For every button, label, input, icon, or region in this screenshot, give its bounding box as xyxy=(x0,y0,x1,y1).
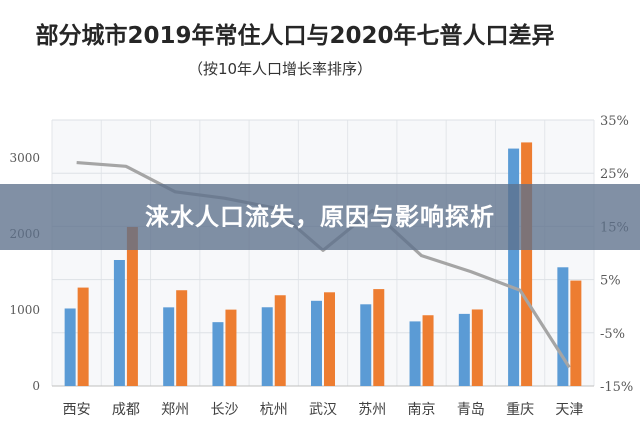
y-right-tick-label: -5% xyxy=(600,327,625,342)
x-category-label: 重庆 xyxy=(506,402,534,418)
chart-subtitle: （按10年人口增长率排序） xyxy=(187,60,373,78)
x-category-label: 杭州 xyxy=(260,402,288,418)
headline-text: 涞水人口流失，原因与影响探析 xyxy=(145,203,495,231)
bar xyxy=(274,295,286,386)
bar xyxy=(113,259,125,386)
chart-title: 部分城市2019年常住人口与2020年七普人口差异 xyxy=(35,23,555,49)
bar xyxy=(324,292,335,386)
x-category-label: 南京 xyxy=(408,402,436,418)
growth-rate-line xyxy=(76,160,571,369)
bar xyxy=(261,307,273,386)
y-right-tick-label: 25% xyxy=(600,167,629,182)
bar xyxy=(225,309,237,386)
bar xyxy=(126,226,138,386)
x-category-label: 郑州 xyxy=(161,402,189,418)
bar xyxy=(77,287,89,386)
bar xyxy=(373,289,385,386)
x-category-label: 武汉 xyxy=(309,402,337,418)
plot-area xyxy=(52,120,594,386)
y-right-tick-label: -15% xyxy=(600,380,633,395)
bar xyxy=(570,280,582,386)
bar xyxy=(360,304,372,386)
bar xyxy=(471,309,483,386)
x-category-label: 长沙 xyxy=(210,402,238,418)
y-left-tick-label: 0 xyxy=(32,379,40,393)
bar xyxy=(176,290,188,386)
y-left-tick-label: 3000 xyxy=(9,151,40,165)
x-category-label: 青岛 xyxy=(457,402,485,418)
bar xyxy=(311,300,322,386)
bar xyxy=(557,267,569,386)
y-right-tick-label: 5% xyxy=(600,274,621,289)
bar xyxy=(422,315,434,386)
bar xyxy=(508,148,520,386)
x-category-label: 苏州 xyxy=(358,402,386,418)
y-right-tick-label: 35% xyxy=(600,114,629,129)
bar xyxy=(64,308,76,386)
bar xyxy=(521,142,533,386)
y-left-tick-label: 1000 xyxy=(9,303,40,317)
x-category-label: 天津 xyxy=(555,402,583,418)
headline-banner: 涞水人口流失，原因与影响探析 xyxy=(0,184,640,250)
x-category-label: 成都 xyxy=(112,402,140,418)
bar xyxy=(212,322,224,386)
x-category-label: 西安 xyxy=(63,402,91,418)
bar xyxy=(458,313,470,386)
bar xyxy=(409,321,421,386)
bar xyxy=(163,307,175,386)
